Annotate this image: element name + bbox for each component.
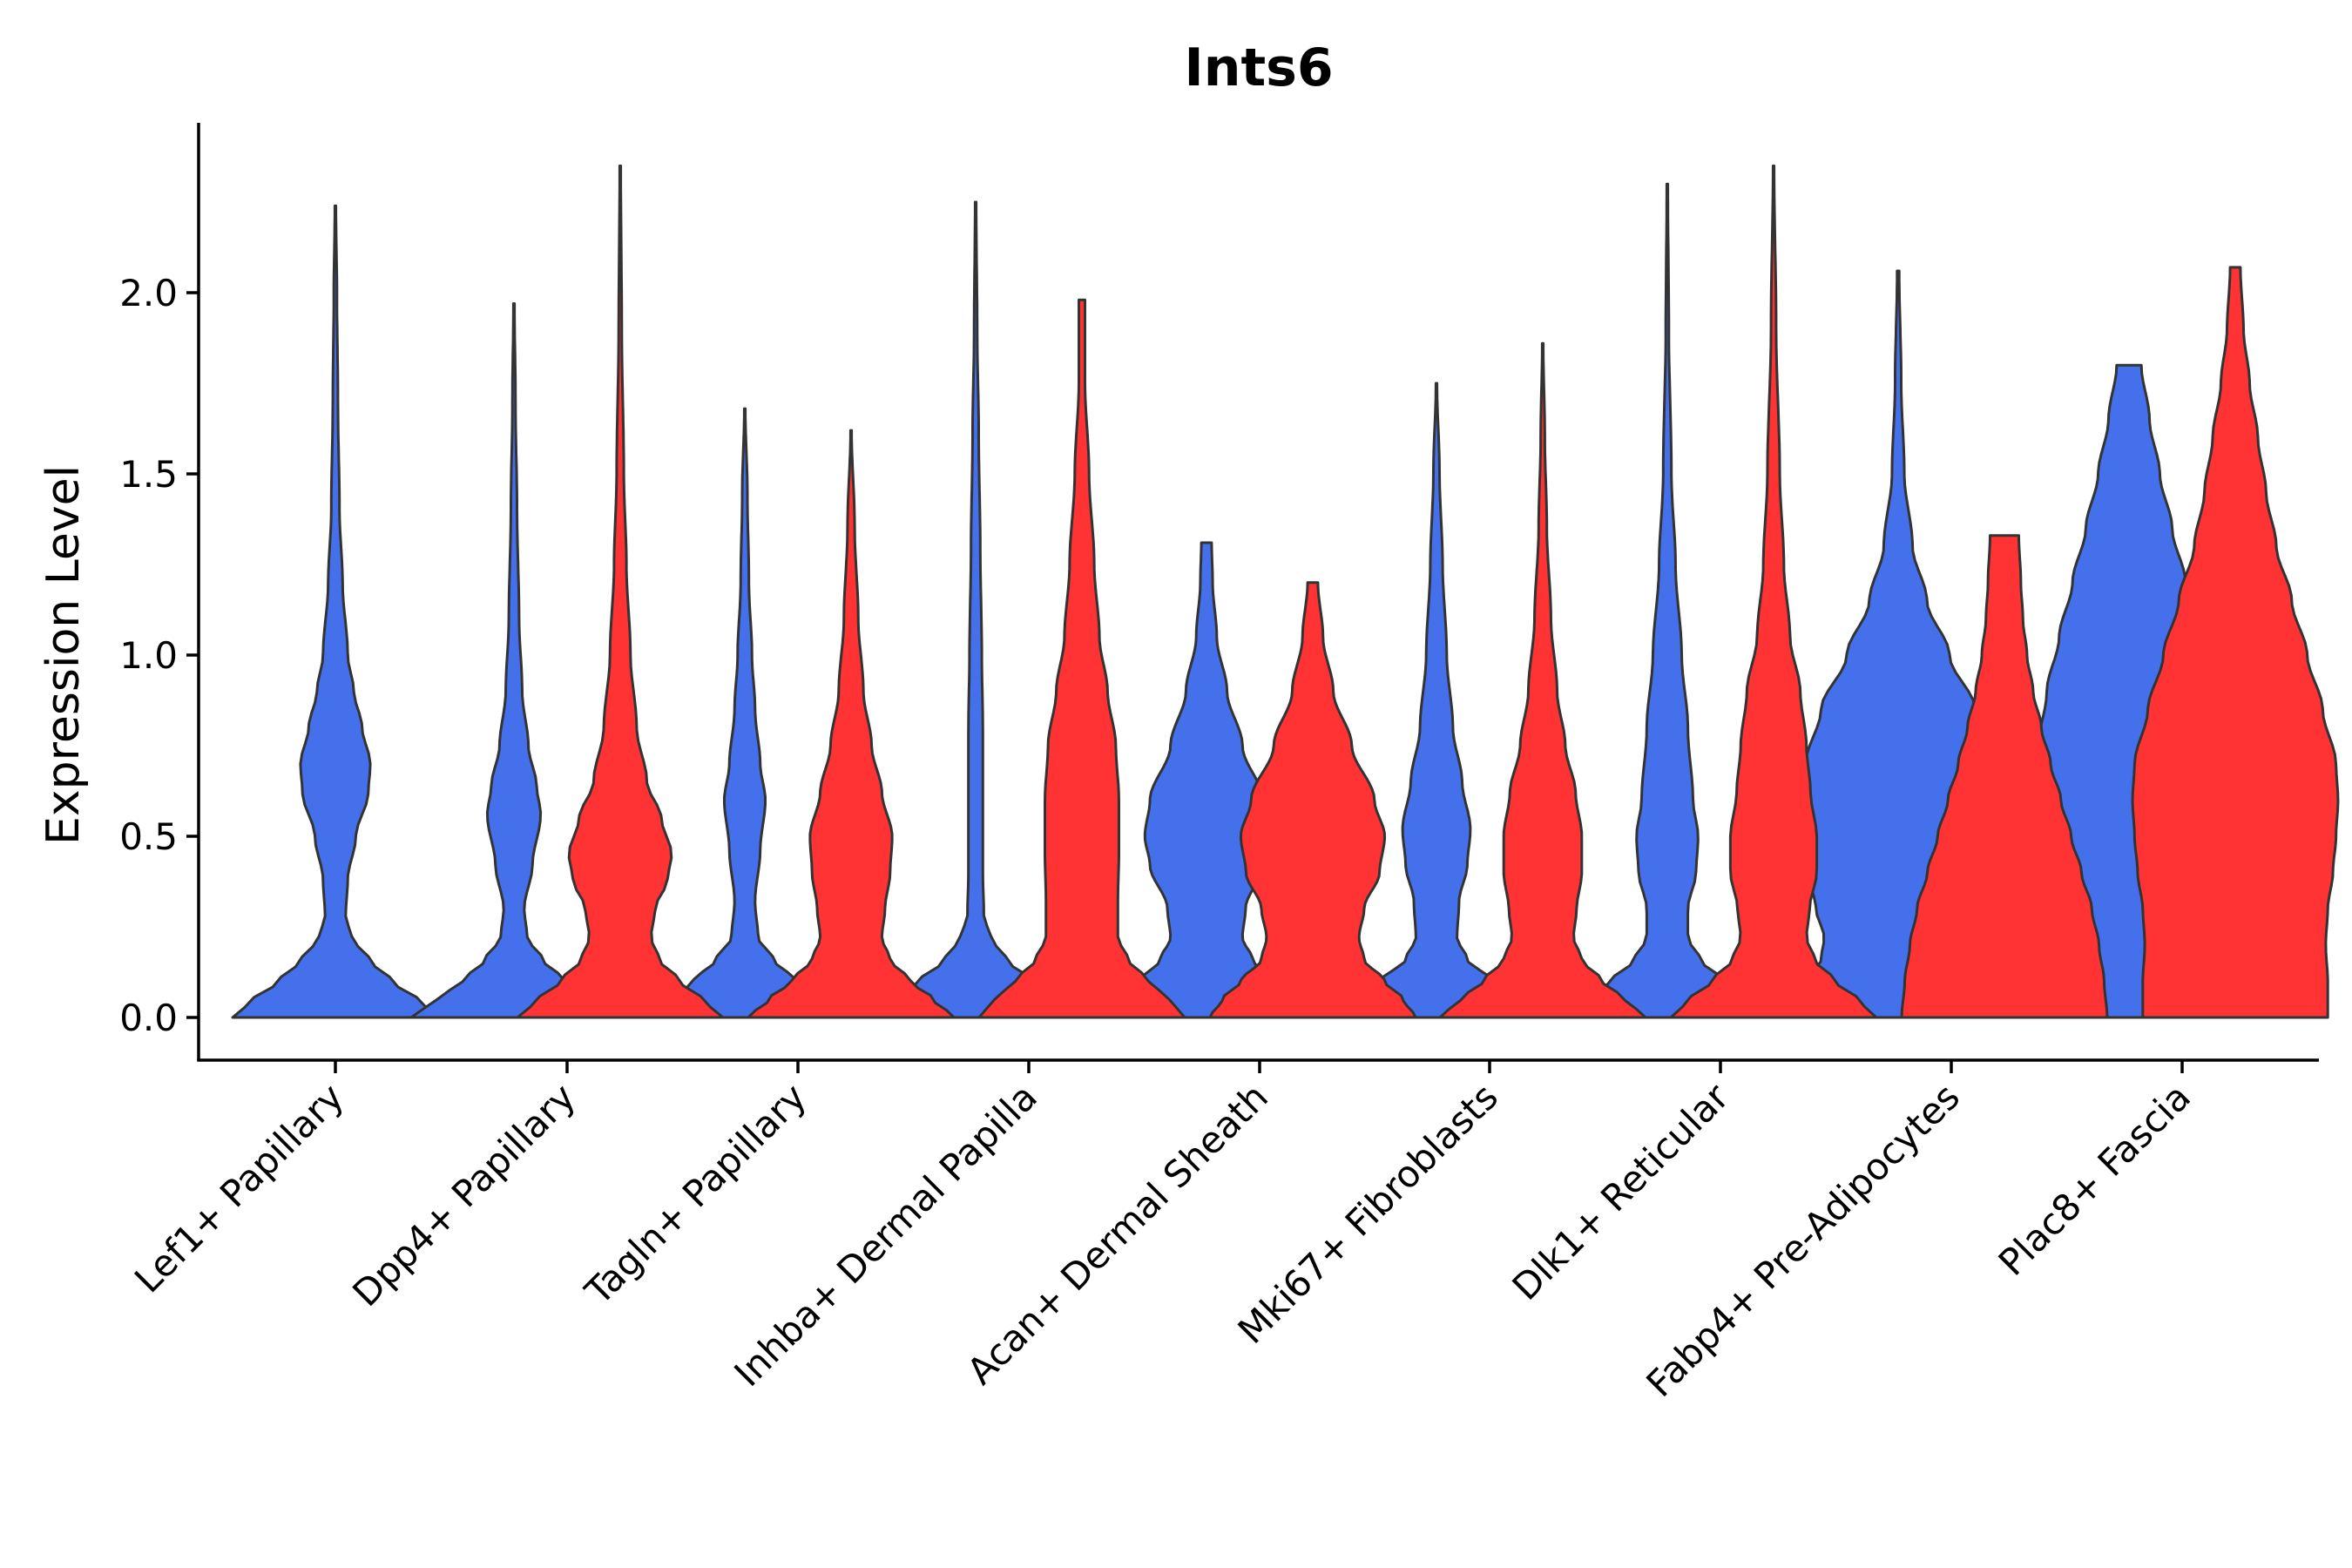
violin-group-2 bbox=[747, 429, 956, 1019]
x-tick-label: Dpp4+ Papillary bbox=[344, 1075, 584, 1315]
violin-group-1 bbox=[1563, 182, 1772, 1019]
violin-group-2 bbox=[1438, 341, 1647, 1019]
y-axis-label: Expression Level bbox=[37, 465, 90, 845]
x-tick-label: Mki67+ Fibroblasts bbox=[1230, 1075, 1506, 1351]
y-axis-ticks: 0.0 0.5 1.0 1.5 2.0 bbox=[119, 272, 199, 1039]
x-tick-label: Dlk1+ Reticular bbox=[1504, 1075, 1738, 1308]
y-tick-label: 2.0 bbox=[119, 272, 178, 314]
y-tick-label: 0.5 bbox=[119, 815, 178, 858]
y-tick-label: 1.5 bbox=[119, 453, 178, 496]
violin-group-2 bbox=[977, 298, 1186, 1019]
violin-group-2 bbox=[2131, 266, 2340, 1019]
violin-group-1 bbox=[871, 200, 1080, 1019]
chart-title: Ints6 bbox=[1184, 37, 1333, 98]
y-tick-label: 1.0 bbox=[119, 634, 178, 677]
x-tick-label: Tagln+ Papillary bbox=[577, 1075, 814, 1313]
violin-group-2 bbox=[1669, 164, 1878, 1019]
violins-layer bbox=[231, 164, 2340, 1019]
y-tick-label: 0.0 bbox=[119, 997, 178, 1039]
x-tick-label: Lef1+ Papillary bbox=[126, 1075, 352, 1301]
violin-group-1 bbox=[640, 407, 849, 1019]
violin-group-1 bbox=[1332, 382, 1541, 1019]
violin-group-1 bbox=[409, 302, 618, 1019]
violin-group-1 bbox=[231, 204, 440, 1019]
violin-group-2 bbox=[516, 164, 725, 1019]
violin-group-2 bbox=[1900, 534, 2109, 1019]
x-tick-label: Plac8+ Fascia bbox=[1990, 1075, 2199, 1283]
violin-group-2 bbox=[1208, 581, 1417, 1019]
